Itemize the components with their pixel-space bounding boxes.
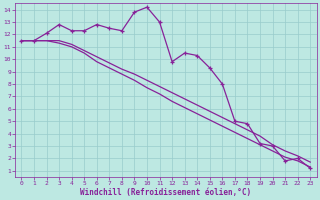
X-axis label: Windchill (Refroidissement éolien,°C): Windchill (Refroidissement éolien,°C) bbox=[80, 188, 252, 197]
